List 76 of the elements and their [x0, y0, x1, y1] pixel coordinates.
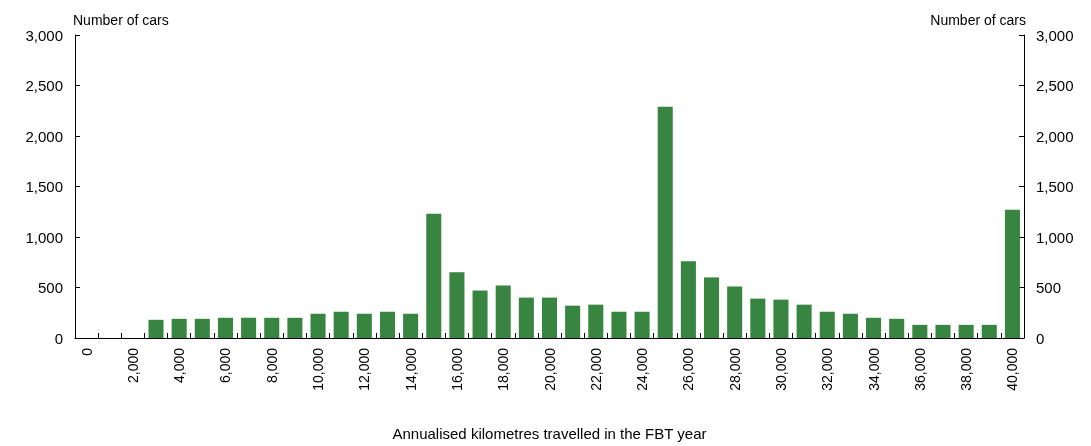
y-tick-label: 500 — [37, 279, 63, 296]
bar — [680, 261, 696, 338]
bar — [912, 324, 928, 338]
x-tick-label: 30,000 — [772, 347, 789, 391]
x-tick-label: 24,000 — [634, 347, 651, 391]
bar — [194, 318, 210, 338]
x-tick-label: 6,000 — [217, 347, 234, 384]
bar — [333, 311, 349, 338]
bar — [379, 311, 395, 338]
bar — [704, 277, 720, 338]
x-tick-label: 16,000 — [448, 347, 465, 391]
y-tick-label: 3,000 — [25, 26, 63, 44]
x-tick-label: 8,000 — [263, 347, 280, 384]
bar — [541, 297, 558, 338]
x-tick-label: 38,000 — [958, 347, 975, 391]
bar — [264, 317, 280, 338]
x-tick-label: 26,000 — [680, 347, 697, 391]
x-tick-label: 2,000 — [124, 347, 141, 384]
y-tick-label: 1,500 — [25, 178, 63, 195]
y2-tick-label: 3,000 — [1036, 26, 1074, 44]
x-tick-label: 32,000 — [819, 347, 836, 391]
bar — [148, 319, 164, 338]
y2-tick-label: 500 — [1036, 279, 1062, 296]
bar — [472, 290, 488, 338]
bar — [889, 318, 905, 338]
x-tick-label: 34,000 — [865, 347, 882, 391]
bar — [796, 304, 812, 338]
bar — [981, 324, 997, 338]
x-tick-label: 4,000 — [171, 347, 188, 384]
bar — [310, 313, 326, 338]
y2-tick-label: 1,500 — [1036, 178, 1074, 195]
y-tick-label: 2,500 — [25, 77, 63, 94]
x-axis-title: Annualised kilometres travelled in the FBT year — [392, 425, 707, 442]
bar — [241, 317, 257, 338]
bar — [819, 311, 835, 338]
x-tick-label: 10,000 — [310, 347, 327, 391]
bar — [171, 318, 187, 338]
bar — [634, 311, 650, 338]
bar — [217, 317, 233, 338]
x-tick-label: 22,000 — [587, 347, 604, 391]
x-tick-label: 14,000 — [402, 347, 419, 391]
bar — [750, 298, 766, 338]
y-axis-title: Number of cars — [73, 12, 169, 28]
y-tick-label: 0 — [54, 329, 63, 347]
bar — [518, 297, 534, 338]
y-tick-label: 2,000 — [25, 127, 63, 145]
bar — [773, 299, 789, 338]
bar — [935, 324, 951, 338]
bar — [565, 305, 581, 338]
x-tick-label: 12,000 — [356, 347, 373, 391]
bar — [588, 304, 604, 338]
y2-tick-label: 2,000 — [1036, 127, 1074, 145]
x-tick-label: 18,000 — [495, 347, 512, 391]
bar — [495, 285, 511, 338]
bar — [611, 311, 627, 338]
bar — [287, 317, 303, 338]
y2-tick-label: 0 — [1036, 329, 1045, 347]
bar — [449, 272, 465, 338]
bar — [426, 213, 442, 338]
x-tick-label: 28,000 — [726, 347, 743, 391]
y2-tick-label: 2,500 — [1036, 77, 1074, 94]
x-tick-label: 40,000 — [1004, 347, 1021, 391]
bar — [657, 106, 673, 338]
y-tick-label: 1,000 — [25, 228, 63, 246]
y2-tick-label: 1,000 — [1036, 228, 1074, 246]
bar — [842, 313, 858, 338]
bar — [958, 324, 974, 338]
bar — [866, 317, 882, 338]
bar — [727, 286, 743, 338]
y2-axis-title: Number of cars — [930, 12, 1026, 28]
x-tick-label: 36,000 — [911, 347, 928, 391]
x-tick-label: 20,000 — [541, 347, 558, 391]
bar — [403, 313, 419, 338]
x-tick-label: 0 — [78, 347, 95, 356]
bar — [356, 313, 372, 338]
bar — [1004, 209, 1020, 338]
